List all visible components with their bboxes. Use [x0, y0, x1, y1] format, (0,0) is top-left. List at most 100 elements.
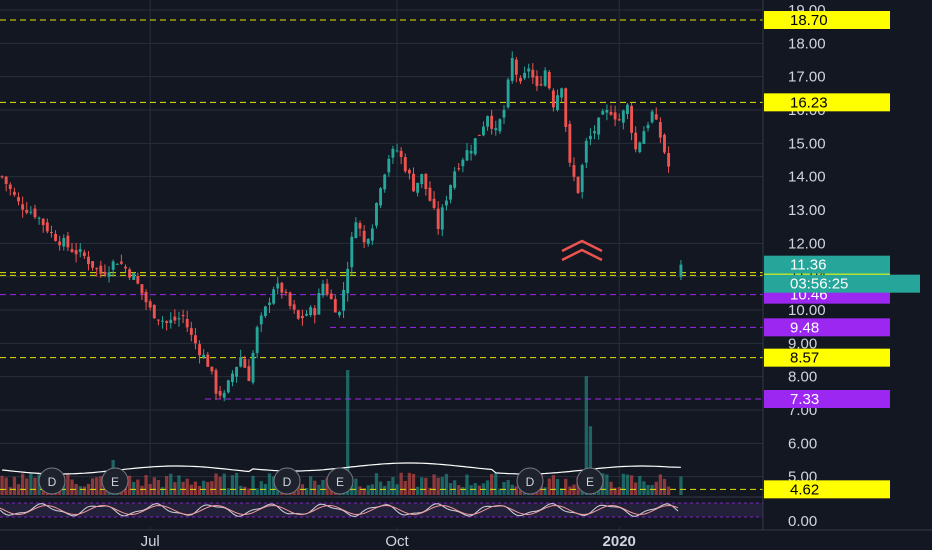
candle-body — [136, 276, 140, 284]
candle-body — [461, 159, 465, 167]
volume-bar — [0, 475, 4, 495]
candle-body — [432, 198, 436, 208]
price-tag: 9.48 — [764, 318, 890, 337]
volume-bar — [514, 486, 519, 495]
candle-body — [58, 241, 62, 246]
price-tag: 11.36 — [764, 255, 890, 274]
candle-body — [119, 261, 123, 264]
price-tick-label: 15.00 — [788, 135, 826, 152]
candle-body — [449, 185, 452, 200]
candlesticks — [0, 51, 683, 402]
event-marker: E — [326, 467, 354, 495]
volume-bar — [383, 485, 387, 495]
volume-bar — [621, 473, 625, 495]
candle-body — [362, 230, 366, 243]
event-marker-circle — [516, 467, 544, 495]
candle-body — [572, 165, 576, 177]
volume-bar — [465, 474, 469, 495]
candle-body — [49, 232, 53, 234]
price-tag-label: 7.33 — [790, 391, 819, 408]
price-tick-label: 17.00 — [788, 69, 826, 86]
volume-bar — [432, 474, 436, 495]
candle-body — [617, 119, 621, 121]
volume-bar — [156, 480, 161, 495]
price-tick-label: 12.00 — [788, 235, 826, 252]
volume-bar — [555, 478, 560, 495]
candle-body — [444, 200, 448, 206]
volume-bar — [617, 487, 621, 495]
candle-body — [531, 69, 535, 78]
volume-bar — [214, 473, 218, 495]
candle-body — [370, 228, 374, 241]
candle-body — [296, 310, 300, 319]
candle-body — [12, 191, 16, 195]
event-marker-circle — [273, 467, 301, 495]
candle-body — [111, 261, 115, 270]
candle-body — [333, 299, 337, 313]
time-axis[interactable]: Jul Oct 2020 — [141, 533, 636, 550]
volume-bar — [193, 481, 198, 495]
candle-body — [482, 126, 485, 136]
candle-body — [243, 359, 247, 368]
candle-body — [95, 268, 99, 270]
candle-body — [280, 282, 284, 293]
volume-bar — [629, 475, 634, 495]
volume-bar — [387, 481, 391, 495]
candle-body — [588, 135, 592, 140]
candle-body — [399, 150, 403, 157]
price-tick-label: 18.00 — [788, 35, 826, 52]
candle-body — [440, 207, 444, 230]
volume-bar — [239, 485, 243, 495]
candle-body — [107, 272, 111, 277]
candle-body — [342, 289, 345, 311]
oscillator-background — [0, 497, 763, 527]
volume-bar — [259, 481, 263, 495]
price-axis[interactable]: 19.0018.0017.0016.0015.0014.0013.0012.00… — [788, 2, 826, 530]
volume-bar — [378, 481, 383, 495]
event-marker-label: D — [526, 475, 535, 489]
price-tag-background — [764, 348, 890, 367]
price-tick-label: 14.00 — [788, 169, 826, 186]
volume-bar — [403, 480, 407, 495]
price-tag-background — [764, 480, 890, 499]
volume-bar — [247, 488, 251, 495]
candle-body — [0, 176, 4, 178]
candle-body — [152, 304, 156, 319]
candle-body — [321, 283, 325, 296]
candle-body — [642, 131, 646, 144]
candle-body — [181, 315, 185, 317]
candle-body — [165, 321, 169, 324]
volume-bar — [436, 477, 440, 495]
volume-bar — [8, 487, 12, 495]
candle-body — [346, 268, 350, 294]
volume-bar — [185, 478, 189, 495]
volume-bar — [609, 481, 613, 495]
volume-bar — [588, 426, 593, 495]
candle-body — [226, 380, 230, 393]
price-tag-background — [764, 318, 890, 337]
volume-bar — [407, 472, 412, 495]
candle-body — [407, 169, 411, 174]
candle-body — [477, 134, 481, 136]
horizontal-levels — [0, 19, 763, 490]
price-tag-label: 4.62 — [790, 481, 819, 498]
event-marker-label: E — [586, 475, 594, 489]
candle-body — [663, 134, 666, 153]
candle-body — [453, 171, 457, 188]
volume-bar — [461, 487, 465, 495]
candle-body — [473, 138, 477, 155]
volume-bar — [477, 485, 481, 495]
candle-body — [527, 68, 531, 72]
candle-body — [210, 366, 214, 372]
price-tag: 16.23 — [764, 93, 890, 112]
candle-body — [654, 114, 658, 120]
volume-bar — [90, 478, 95, 495]
volume-bar — [510, 484, 514, 495]
candle-body — [601, 111, 605, 115]
candle-body — [115, 263, 119, 265]
volume-bar — [325, 477, 329, 495]
volume-bar — [634, 482, 638, 495]
time-tick-label: Oct — [385, 533, 409, 550]
price-tick-label: 10.00 — [788, 302, 826, 319]
volume-bar — [70, 479, 74, 495]
